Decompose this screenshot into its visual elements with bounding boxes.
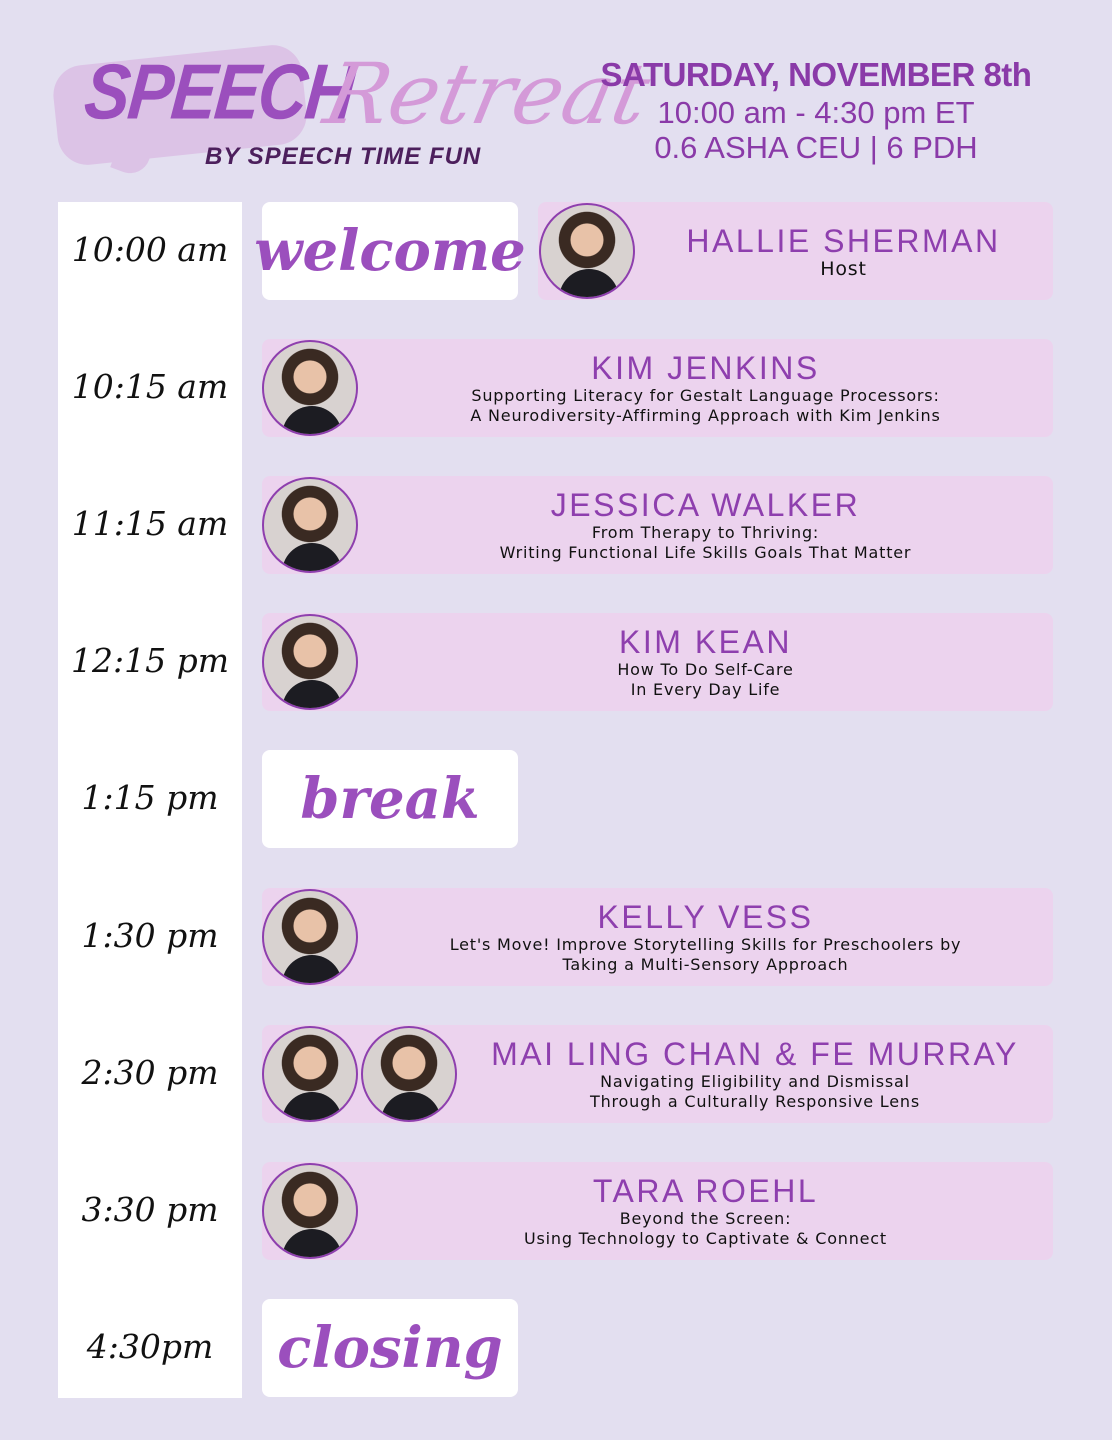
session-title-line: Using Technology to Captivate & Connect — [524, 1228, 887, 1248]
host-photo-avatar — [539, 203, 635, 299]
speaker-text: TARA ROEHL Beyond the Screen: Using Techno… — [358, 1162, 1053, 1260]
speaker-name: TARA ROEHL — [592, 1172, 819, 1209]
event-info: SATURDAY, NOVEMBER 8th 10:00 am - 4:30 p… — [578, 55, 1054, 165]
session-label-welcome: welcome — [254, 202, 526, 300]
speaker-card: JESSICA WALKER From Therapy to Thriving: W… — [262, 476, 1053, 575]
session-title-line: From Therapy to Thriving: — [591, 523, 820, 543]
session-title-line: A Neurodiversity-Affirming Approach with… — [470, 406, 941, 426]
schedule-time: 10:15 am — [71, 367, 229, 407]
host-text: HALLIE SHERMAN Host — [634, 202, 1053, 300]
speaker-photo-avatar — [262, 614, 358, 711]
event-date: SATURDAY, NOVEMBER 8th — [600, 56, 1032, 93]
speaker-card: KIM KEAN How To Do Self-Care In Every Day … — [262, 613, 1053, 712]
session-title-line: Through a Culturally Responsive Lens — [590, 1091, 920, 1111]
speaker-text: KIM JENKINS Supporting Literacy for Gesta… — [358, 339, 1053, 437]
speaker-card: MAI LING CHAN & FE MURRAY Navigating Elig… — [262, 1024, 1053, 1123]
session-label-break: break — [262, 750, 518, 849]
speaker-card: KELLY VESS Let's Move! Improve Storytelli… — [262, 887, 1053, 986]
speaker-card: KIM JENKINS Supporting Literacy for Gesta… — [262, 339, 1053, 438]
speaker-name: JESSICA WALKER — [550, 487, 861, 524]
event-hours: 10:00 am - 4:30 pm ET — [657, 95, 975, 130]
session-title-line: Let's Move! Improve Storytelling Skills … — [449, 934, 962, 954]
session-title-line: Navigating Eligibility and Dismissal — [600, 1071, 910, 1091]
speaker-name: MAI LING CHAN & FE MURRAY — [491, 1035, 1019, 1072]
speaker-text: JESSICA WALKER From Therapy to Thriving: W… — [358, 476, 1053, 574]
schedule-time: 2:30 pm — [81, 1052, 219, 1092]
event-credits: 0.6 ASHA CEU | 6 PDH — [654, 130, 978, 165]
speaker-photo-avatar — [262, 477, 358, 574]
session-title-line: Writing Functional Life Skills Goals Tha… — [499, 543, 912, 563]
host-card: HALLIE SHERMAN Host — [538, 202, 1053, 300]
logo-word-speech: SPEECH — [81, 48, 357, 136]
schedule-time: 1:15 pm — [81, 778, 219, 818]
speaker-name: KELLY VESS — [597, 898, 814, 935]
schedule-time: 4:30pm — [86, 1326, 214, 1366]
host-name: HALLIE SHERMAN — [686, 223, 1001, 259]
speaker-name: KIM JENKINS — [591, 350, 820, 387]
speaker-text: KELLY VESS Let's Move! Improve Storytelli… — [358, 888, 1053, 986]
schedule-time: 12:15 pm — [70, 641, 229, 681]
session-label-closing: closing — [262, 1298, 518, 1397]
speech-retreat-logo: SPEECH Retreat BY SPEECH TIME FUN — [50, 42, 658, 180]
schedule-time: 10:00 am — [71, 230, 229, 269]
session-title-line: Beyond the Screen: — [619, 1208, 792, 1228]
schedule-time: 3:30 pm — [81, 1189, 219, 1229]
speaker-text: KIM KEAN How To Do Self-Care In Every Day … — [358, 613, 1053, 711]
speaker-photo-avatar — [262, 888, 358, 985]
session-title-line: In Every Day Life — [630, 680, 781, 700]
speaker-photo-avatar — [262, 1025, 358, 1122]
speaker-photo-avatar — [361, 1025, 457, 1122]
host-role: Host — [820, 258, 867, 280]
session-title-line: How To Do Self-Care — [617, 660, 794, 680]
time-column — [58, 202, 242, 1398]
schedule-time: 11:15 am — [71, 504, 229, 544]
logo-byline: BY SPEECH TIME FUN — [205, 143, 482, 170]
schedule-time: 1:30 pm — [81, 915, 219, 955]
speaker-photo-avatar — [262, 340, 358, 437]
speaker-photo-avatar — [262, 1162, 358, 1259]
session-title-line: Supporting Literacy for Gestalt Language… — [471, 386, 940, 406]
speaker-card: TARA ROEHL Beyond the Screen: Using Techno… — [262, 1161, 1053, 1260]
speaker-name: KIM KEAN — [619, 624, 792, 661]
session-title-line: Taking a Multi-Sensory Approach — [562, 954, 849, 974]
speaker-text: MAI LING CHAN & FE MURRAY Navigating Elig… — [457, 1025, 1053, 1123]
